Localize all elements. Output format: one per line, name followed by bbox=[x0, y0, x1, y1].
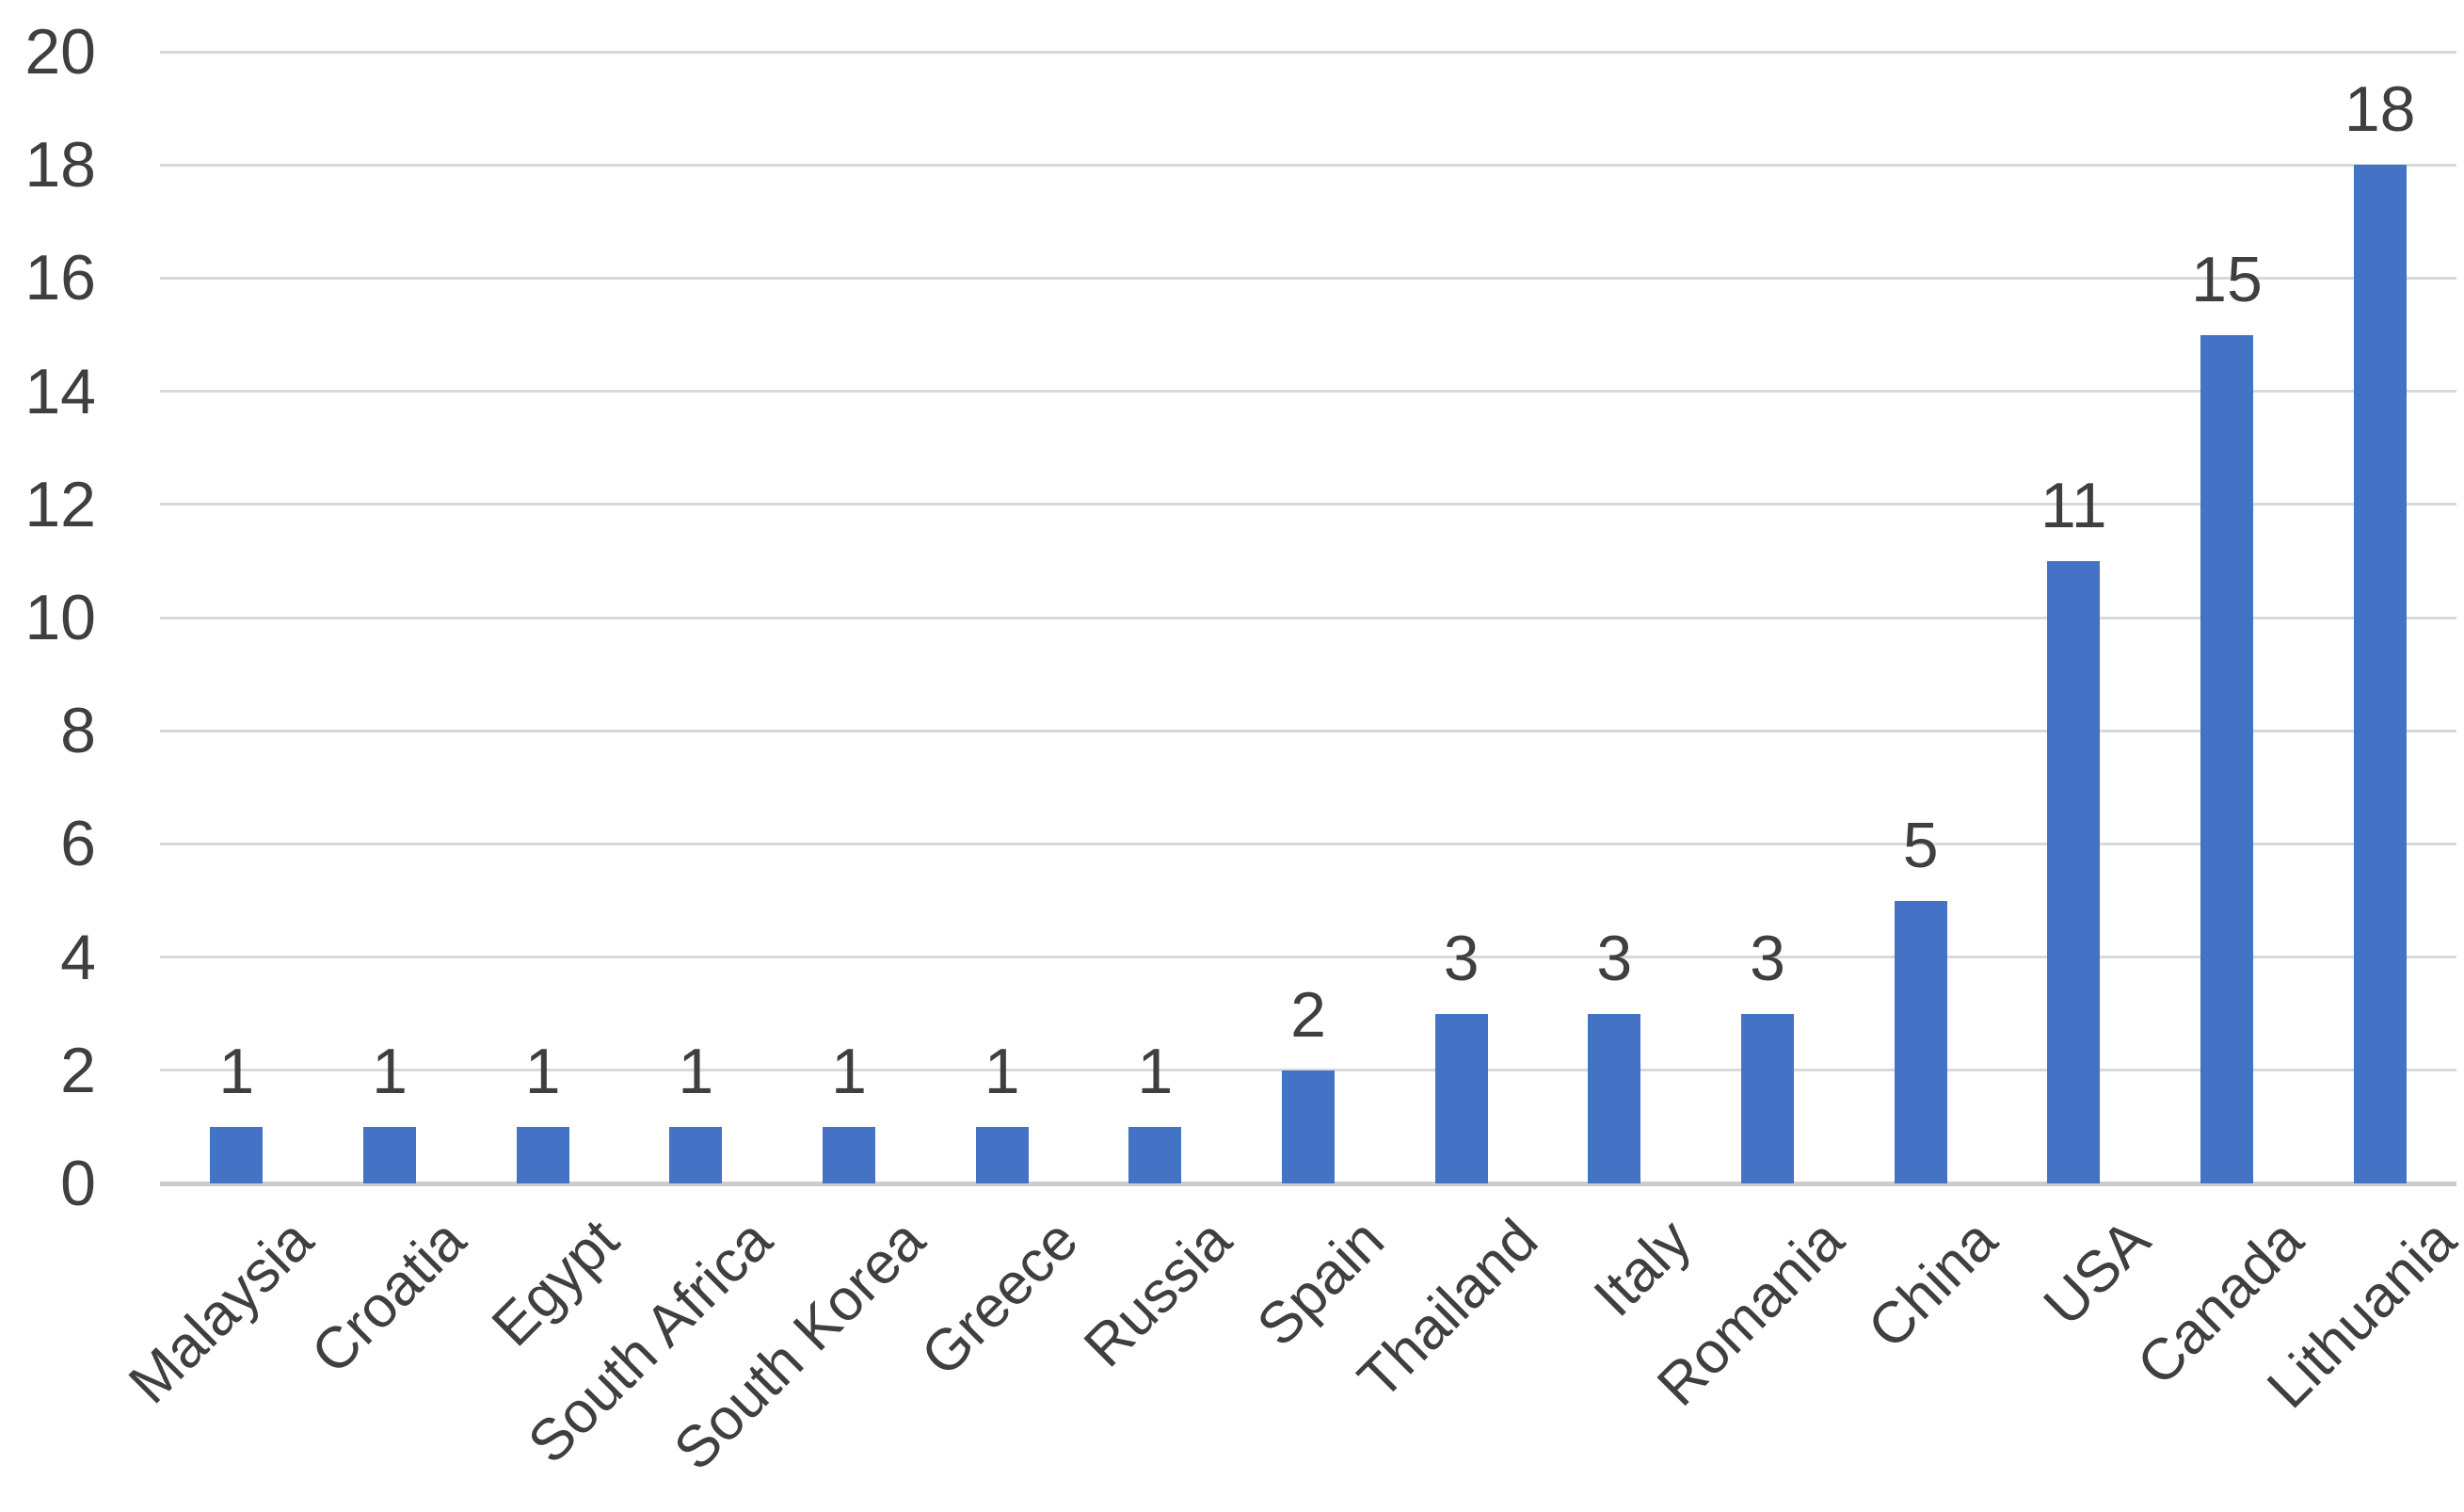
bar bbox=[1282, 1070, 1335, 1183]
y-tick-label: 10 bbox=[24, 582, 96, 653]
x-axis-line bbox=[160, 1181, 2456, 1186]
gridline bbox=[160, 50, 2456, 54]
gridline bbox=[160, 956, 2456, 959]
category-label: China bbox=[1855, 1207, 2009, 1361]
bar bbox=[1894, 900, 1947, 1183]
bar bbox=[823, 1126, 875, 1183]
gridline bbox=[160, 842, 2456, 845]
data-label: 3 bbox=[1443, 922, 1480, 994]
category-label: Italy bbox=[1581, 1207, 1704, 1329]
data-label: 5 bbox=[1902, 809, 1939, 881]
data-label: 15 bbox=[2191, 243, 2263, 315]
category-label: USA bbox=[2031, 1207, 2163, 1339]
y-tick-label: 2 bbox=[60, 1034, 96, 1106]
y-tick-label: 14 bbox=[24, 355, 96, 427]
data-label: 3 bbox=[1596, 922, 1633, 994]
bar bbox=[2047, 560, 2101, 1183]
bar bbox=[1588, 1013, 1641, 1183]
category-label: Malaysia bbox=[116, 1207, 326, 1417]
y-tick-label: 8 bbox=[60, 695, 96, 767]
data-label: 1 bbox=[678, 1035, 714, 1107]
y-tick-label: 0 bbox=[60, 1148, 96, 1219]
data-label: 1 bbox=[372, 1035, 408, 1107]
gridline bbox=[160, 503, 2456, 507]
data-label: 1 bbox=[1137, 1035, 1174, 1107]
bar bbox=[2200, 334, 2253, 1183]
y-tick-label: 18 bbox=[24, 129, 96, 201]
category-label: Russia bbox=[1071, 1207, 1244, 1380]
bar bbox=[1741, 1013, 1794, 1183]
bar bbox=[669, 1126, 723, 1183]
gridline bbox=[160, 276, 2456, 280]
y-tick-label: 20 bbox=[24, 16, 96, 88]
gridline bbox=[160, 390, 2456, 394]
y-tick-label: 12 bbox=[24, 468, 96, 540]
data-label: 11 bbox=[2040, 469, 2107, 541]
category-label: Croatia bbox=[299, 1207, 479, 1387]
y-tick-label: 6 bbox=[60, 808, 96, 880]
data-label: 18 bbox=[2344, 73, 2416, 146]
bar bbox=[363, 1126, 416, 1183]
bar bbox=[1128, 1126, 1182, 1183]
data-label: 3 bbox=[1750, 922, 1785, 994]
data-label: 1 bbox=[524, 1035, 561, 1107]
category-label: Greece bbox=[909, 1207, 1091, 1389]
y-tick-label: 16 bbox=[24, 242, 96, 314]
gridline bbox=[160, 163, 2456, 167]
bar bbox=[516, 1126, 569, 1183]
data-label: 2 bbox=[1290, 978, 1326, 1051]
bar bbox=[2353, 165, 2407, 1183]
data-label: 1 bbox=[984, 1035, 1020, 1107]
gridline bbox=[160, 729, 2456, 732]
data-label: 1 bbox=[218, 1035, 255, 1107]
bar bbox=[975, 1126, 1029, 1183]
bar bbox=[1434, 1013, 1488, 1183]
y-tick-label: 4 bbox=[60, 921, 96, 993]
bar bbox=[210, 1126, 264, 1183]
gridline bbox=[160, 616, 2456, 619]
data-label: 1 bbox=[831, 1035, 867, 1107]
